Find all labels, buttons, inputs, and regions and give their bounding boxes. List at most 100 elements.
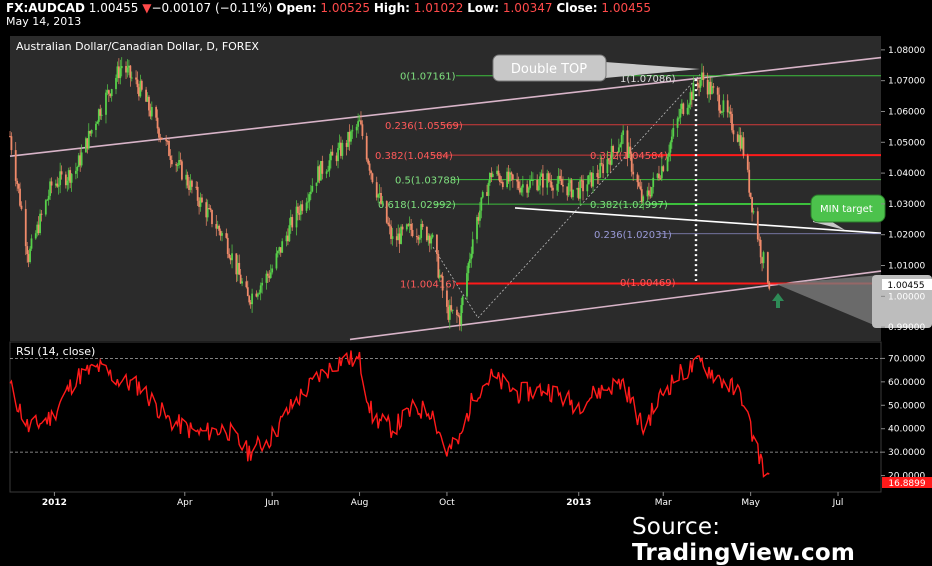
- candle-body: [559, 175, 562, 179]
- candle-body: [478, 210, 481, 221]
- candle-body: [738, 135, 741, 142]
- close-label: Close:: [556, 1, 598, 15]
- candle-body: [570, 180, 573, 198]
- candle-body: [279, 247, 282, 253]
- candle-body: [450, 305, 453, 311]
- candle-body: [30, 238, 33, 249]
- x-tick-label: Jul: [832, 498, 844, 508]
- price-chart[interactable]: 1(1.00416) 0.236(1.05569) 0.382(1.04584) 0(…: [0, 0, 932, 550]
- candle-body: [255, 293, 258, 297]
- candle-body: [266, 273, 269, 276]
- candle-body: [401, 226, 404, 230]
- candle-body: [221, 233, 223, 236]
- candle-body: [759, 239, 762, 258]
- source-brand: TradingView.com: [632, 540, 856, 566]
- candle-body: [76, 166, 79, 171]
- candle-body: [110, 89, 113, 97]
- candle-body: [54, 183, 57, 186]
- candle-body: [215, 224, 218, 229]
- candle-body: [70, 173, 73, 183]
- candle-body: [109, 93, 112, 97]
- candle-body: [368, 163, 371, 171]
- candle-body: [706, 79, 709, 95]
- candle-body: [457, 315, 460, 317]
- candle-body: [57, 185, 60, 187]
- candle-body: [140, 80, 143, 90]
- candle-body: [440, 275, 443, 277]
- candle-body: [116, 66, 119, 78]
- candle-body: [716, 87, 719, 95]
- candle-body: [471, 239, 474, 254]
- candle-body: [762, 252, 765, 264]
- candle-body: [387, 222, 390, 225]
- candle-body: [179, 160, 182, 162]
- candle-body: [105, 92, 107, 115]
- candle-body: [347, 131, 349, 147]
- candle-body: [672, 127, 675, 137]
- candle-body: [517, 181, 520, 189]
- candle-body: [26, 246, 29, 255]
- x-tick-label: Jun: [264, 498, 279, 508]
- channel-upper-line: [9, 56, 882, 157]
- candle-body: [709, 81, 712, 95]
- candle-body: [411, 229, 414, 237]
- candle-body: [437, 253, 440, 278]
- candle-body: [699, 80, 702, 88]
- candle-body: [477, 217, 480, 221]
- candle-body: [596, 173, 599, 178]
- candle-body: [622, 130, 625, 135]
- candle-body: [178, 160, 180, 166]
- candle-body: [632, 171, 635, 175]
- candle-body: [607, 159, 610, 161]
- candle-body: [698, 84, 700, 88]
- rsi-y-tick-label: 40.0000: [888, 425, 925, 435]
- candle-body: [447, 306, 450, 320]
- candle-body: [758, 239, 761, 241]
- candle-body: [546, 173, 549, 188]
- candle-body: [692, 82, 695, 100]
- candle-body: [616, 151, 619, 153]
- candle-body: [577, 187, 580, 199]
- candle-body: [268, 275, 271, 278]
- y-tick-label: 1.06000: [888, 107, 925, 117]
- candle-body: [327, 170, 329, 172]
- candle-body: [619, 144, 622, 148]
- candle-body: [301, 204, 304, 211]
- candle-body: [708, 81, 710, 95]
- candle-body: [587, 175, 590, 185]
- candle-body: [176, 165, 179, 167]
- candle-body: [90, 129, 93, 134]
- candle-body: [138, 87, 140, 97]
- candle-body: [335, 155, 338, 162]
- candle-body: [297, 206, 299, 214]
- candle-body: [630, 153, 633, 172]
- candle-body: [291, 217, 294, 228]
- candle-body: [676, 118, 679, 128]
- candle-body: [120, 66, 123, 69]
- candle-body: [646, 190, 649, 197]
- candle-body: [425, 226, 428, 241]
- candle-body: [602, 164, 604, 174]
- candle-body: [175, 164, 178, 166]
- fib-trend-line: [432, 246, 479, 319]
- candle-body: [497, 170, 500, 176]
- candle-body: [496, 170, 498, 174]
- candle-body: [355, 126, 358, 131]
- candle-body: [520, 187, 523, 193]
- candle-body: [261, 282, 264, 286]
- candle-body: [417, 236, 420, 240]
- candle-body: [307, 201, 309, 203]
- rsi-title: RSI (14, close): [16, 345, 95, 358]
- candle-body: [170, 160, 173, 165]
- candle-body: [466, 273, 468, 297]
- candle-body: [640, 189, 643, 202]
- candle-body: [249, 302, 252, 305]
- candle-body: [741, 137, 743, 149]
- candle-body: [159, 137, 162, 139]
- candle-body: [148, 96, 150, 111]
- candle-body: [400, 226, 402, 244]
- candle-body: [50, 181, 53, 186]
- candle-body: [185, 174, 188, 180]
- candle-body: [160, 137, 163, 140]
- candle-body: [168, 141, 170, 156]
